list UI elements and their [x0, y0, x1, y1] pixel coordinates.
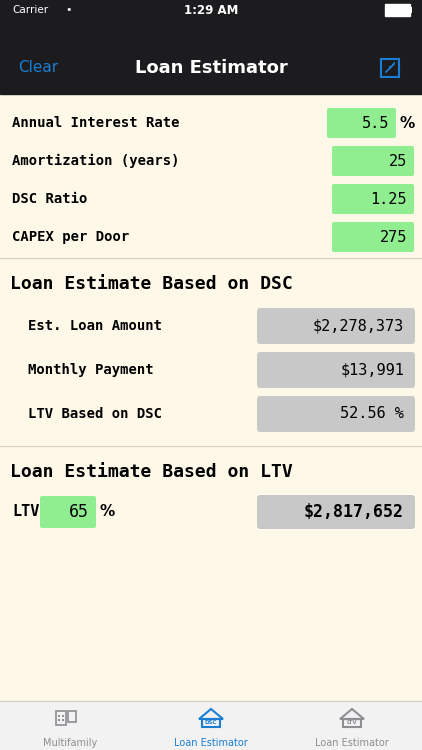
FancyBboxPatch shape [327, 108, 396, 138]
Bar [58, 719, 60, 721]
Text: LTV: LTV [12, 505, 39, 520]
Text: Clear: Clear [18, 61, 58, 76]
Text: 25: 25 [389, 154, 407, 169]
Text: ✓: ✓ [386, 61, 396, 74]
Text: LTV: LTV [347, 721, 357, 725]
Text: $2,278,373: $2,278,373 [313, 319, 404, 334]
FancyBboxPatch shape [332, 146, 414, 176]
Bar [410, 7, 412, 13]
Text: 5.5: 5.5 [362, 116, 389, 130]
Text: %: % [100, 505, 115, 520]
FancyBboxPatch shape [332, 184, 414, 214]
Text: Loan Estimate Based on DSC: Loan Estimate Based on DSC [10, 275, 293, 293]
FancyBboxPatch shape [257, 396, 415, 432]
Text: Annual Interest Rate: Annual Interest Rate [12, 116, 179, 130]
Text: •: • [65, 5, 71, 15]
FancyBboxPatch shape [257, 308, 415, 344]
FancyBboxPatch shape [40, 496, 96, 528]
Text: 1:29 AM: 1:29 AM [184, 4, 238, 16]
Text: Monthly Payment: Monthly Payment [28, 363, 154, 377]
Text: Amortization (years): Amortization (years) [12, 154, 179, 168]
Text: DSC: DSC [205, 721, 217, 725]
Text: %: % [400, 116, 415, 130]
Text: Loan Estimator: Loan Estimator [135, 59, 287, 77]
Text: Est. Loan Amount: Est. Loan Amount [28, 319, 162, 333]
Text: Carrier: Carrier [12, 5, 48, 15]
Bar [202, 719, 220, 727]
Bar [343, 719, 361, 727]
FancyBboxPatch shape [257, 495, 415, 529]
Text: 1.25: 1.25 [371, 191, 407, 206]
Bar [0, 0, 422, 94]
FancyBboxPatch shape [257, 352, 415, 388]
Bar [385, 4, 410, 16]
Text: $13,991: $13,991 [340, 362, 404, 377]
Text: Loan Estimator: Loan Estimator [174, 738, 248, 748]
Text: $2,817,652: $2,817,652 [304, 503, 404, 521]
Text: Loan Estimate Based on LTV: Loan Estimate Based on LTV [10, 463, 293, 481]
Text: DSC Ratio: DSC Ratio [12, 192, 87, 206]
Bar [68, 711, 76, 722]
Text: 275: 275 [380, 230, 407, 244]
Bar [58, 715, 60, 717]
Bar [62, 719, 64, 721]
Bar [56, 711, 66, 725]
Text: CAPEX per Door: CAPEX per Door [12, 230, 129, 244]
FancyBboxPatch shape [332, 222, 414, 252]
Text: Loan Estimator: Loan Estimator [315, 738, 389, 748]
Bar [0, 701, 422, 750]
Text: 52.56 %: 52.56 % [340, 406, 404, 422]
Bar [62, 715, 64, 717]
Text: LTV Based on DSC: LTV Based on DSC [28, 407, 162, 421]
Text: Multifamily: Multifamily [43, 738, 97, 748]
Text: 65: 65 [69, 503, 89, 521]
